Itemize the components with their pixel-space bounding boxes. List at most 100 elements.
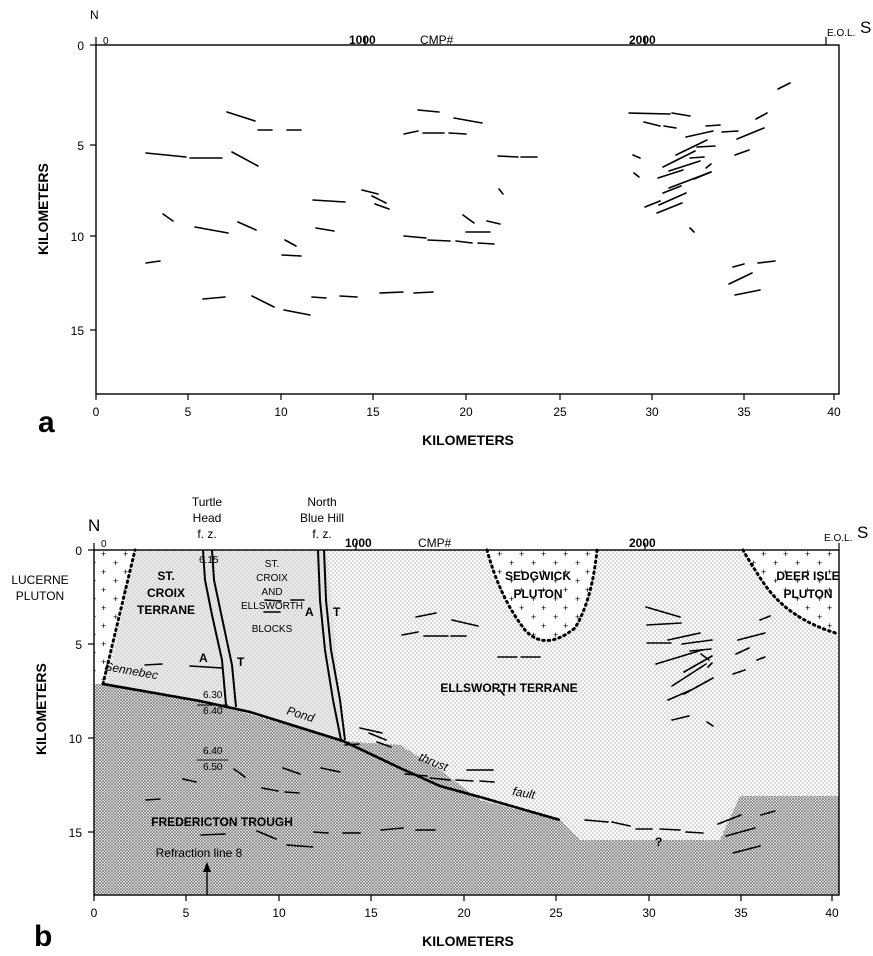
reflector-segment — [732, 669, 746, 675]
reflector-segment — [759, 615, 771, 621]
reflector-segment — [662, 150, 696, 168]
reflector-segment — [633, 172, 640, 178]
reflector-segment — [732, 263, 745, 268]
blocks-label-4: ELLSWORTH — [241, 601, 303, 612]
reflector-segment — [311, 296, 327, 299]
xtick-35: 35 — [737, 405, 751, 419]
deer-isle-pluton-area — [743, 550, 839, 634]
reflector-segment — [628, 112, 671, 115]
motion-a-2: A — [305, 605, 314, 619]
reflector-segment — [417, 109, 440, 113]
reflector-segment — [145, 152, 187, 158]
motion-t-2: T — [333, 605, 341, 619]
reflector-segment — [683, 655, 713, 673]
question-mark: ? — [655, 835, 662, 849]
reflector-segment — [403, 130, 419, 135]
reflector-segment — [667, 632, 701, 641]
reflector-segment — [286, 844, 314, 848]
south-label: S — [860, 18, 871, 37]
reflector-segment — [643, 121, 661, 127]
reflector-segment — [261, 787, 279, 792]
xtick-30-b: 30 — [642, 906, 656, 920]
reflector-segment — [689, 227, 695, 233]
cmp-tick-0-b: 0 — [101, 539, 107, 550]
reflector-segment — [657, 169, 684, 179]
xtick-15: 15 — [366, 405, 380, 419]
xtick-25-b: 25 — [549, 906, 563, 920]
velocity-3: 6.40 — [203, 706, 223, 717]
reflector-segment — [655, 649, 703, 665]
deer-isle-label-2: PLUTON — [783, 587, 832, 601]
reflector-segment — [693, 171, 712, 180]
reflector-segment — [401, 631, 419, 636]
xtick-25: 25 — [553, 405, 567, 419]
reflector-segment — [696, 145, 716, 148]
y-axis-label: KILOMETERS — [35, 163, 51, 255]
reflector-segment — [735, 647, 750, 655]
reflector-segment — [671, 715, 690, 721]
reflector-segment — [584, 819, 609, 823]
reflector-segment — [315, 227, 335, 232]
blocks-label-1: ST. — [265, 559, 279, 570]
y-axis-label-b: KILOMETERS — [33, 663, 49, 755]
reflector-segment — [662, 185, 682, 194]
reflector-segment — [403, 235, 427, 239]
reflector-segment — [667, 689, 692, 701]
reflector-segment — [462, 214, 475, 224]
lucerne-pluton-area — [94, 550, 135, 684]
blue-hill-label-1: North — [307, 495, 336, 509]
reflector-segment — [689, 156, 705, 159]
reflector-segment — [448, 132, 467, 135]
turtle-head-fault-zone — [202, 549, 237, 708]
xtick-5: 5 — [185, 405, 192, 419]
velocity-1: 6.15 — [199, 555, 219, 566]
panel-label-b: b — [34, 920, 52, 953]
ellsworth-label: ELLSWORTH TERRANE — [440, 681, 577, 695]
reflector-segment — [705, 163, 712, 169]
reflector-segment — [194, 226, 229, 234]
refraction-label: Refraction line 8 — [156, 846, 243, 860]
reflector-segment — [706, 721, 714, 727]
reflector-segment — [182, 778, 197, 783]
reflector-segment — [659, 828, 681, 831]
cmp-label: CMP# — [420, 33, 454, 47]
xtick-0: 0 — [93, 405, 100, 419]
panel-b: N 0 1000 CMP# 2000 E.O.L. S Turtle Head … — [11, 495, 868, 953]
reflector-segment — [685, 130, 714, 138]
st-croix-stipple — [108, 550, 343, 741]
reflector-segment — [281, 254, 302, 257]
reflector-segment — [681, 639, 713, 645]
reflector-segment — [145, 798, 161, 801]
reflector-segment — [251, 295, 275, 308]
reflector-segment — [499, 689, 505, 696]
reflector-segment — [632, 154, 641, 159]
blue-hill-label-3: f. z. — [312, 527, 331, 541]
reflector-segment — [380, 827, 404, 831]
reflector-segment — [312, 199, 346, 203]
xtick-40-b: 40 — [825, 906, 839, 920]
lucerne-label-1: LUCERNE — [11, 573, 68, 587]
panel-b-frame — [93, 549, 840, 896]
reflector-segment — [644, 200, 661, 208]
xtick-10: 10 — [274, 405, 288, 419]
turtle-head-label-2: Head — [193, 511, 222, 525]
x-axis-label: KILOMETERS — [422, 432, 514, 448]
reflector-segment — [734, 149, 750, 156]
xtick-0-b: 0 — [91, 906, 98, 920]
xtick-15-b: 15 — [364, 906, 378, 920]
ytick-0: 0 — [77, 39, 84, 53]
reflector-segment — [645, 606, 681, 618]
blue-hill-label-2: Blue Hill — [300, 511, 344, 525]
reflector-segment — [497, 155, 519, 158]
reflector-segment — [404, 773, 428, 777]
reflector-segment — [675, 139, 708, 156]
reflector-segment — [451, 619, 479, 627]
refraction-arrow — [203, 862, 211, 895]
cmp-tick-1000-b: 1000 — [345, 536, 372, 550]
velocity-4: 6.40 — [203, 746, 223, 757]
reflectors-b — [144, 599, 776, 854]
eol-label-b: E.O.L. — [824, 533, 852, 544]
cmp-tick-1000: 1000 — [349, 33, 376, 47]
cmp-label-b: CMP# — [418, 536, 452, 550]
reflector-segment — [455, 240, 473, 244]
